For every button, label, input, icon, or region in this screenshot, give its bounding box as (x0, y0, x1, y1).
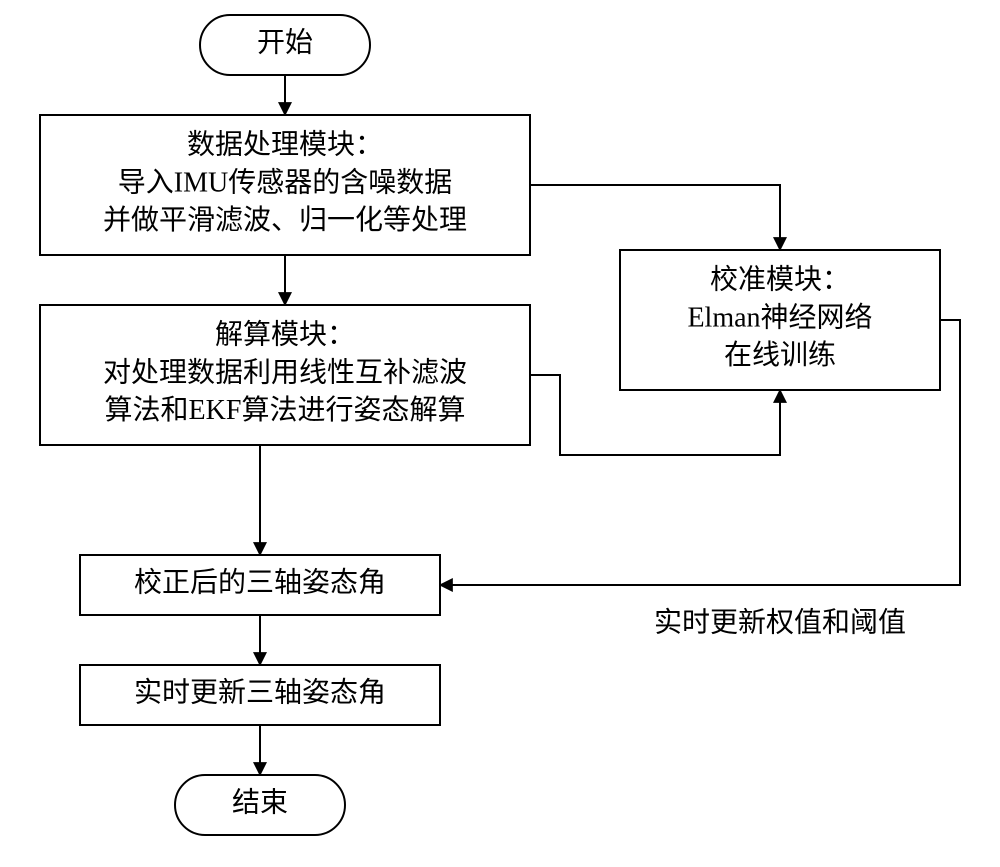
node-update: 实时更新三轴姿态角 (80, 665, 440, 725)
svg-text:开始: 开始 (257, 26, 313, 58)
node-proc1: 数据处理模块：导入IMU传感器的含噪数据并做平滑滤波、归一化等处理 (40, 115, 530, 255)
edge-2 (530, 185, 780, 250)
flowchart-canvas: 开始数据处理模块：导入IMU传感器的含噪数据并做平滑滤波、归一化等处理解算模块：… (0, 0, 1000, 867)
svg-text:实时更新三轴姿态角: 实时更新三轴姿态角 (134, 676, 386, 708)
edge_label_1: 实时更新权值和阈值 (654, 606, 906, 638)
node-calib: 校准模块：Elman神经网络在线训练 (620, 250, 940, 390)
node-start: 开始 (200, 15, 370, 75)
node-proc2: 解算模块：对处理数据利用线性互补滤波算法和EKF算法进行姿态解算 (40, 305, 530, 445)
node-corrected: 校正后的三轴姿态角 (80, 555, 440, 615)
svg-text:校正后的三轴姿态角: 校正后的三轴姿态角 (134, 566, 386, 598)
node-end: 结束 (175, 775, 345, 835)
svg-text:结束: 结束 (232, 786, 288, 818)
